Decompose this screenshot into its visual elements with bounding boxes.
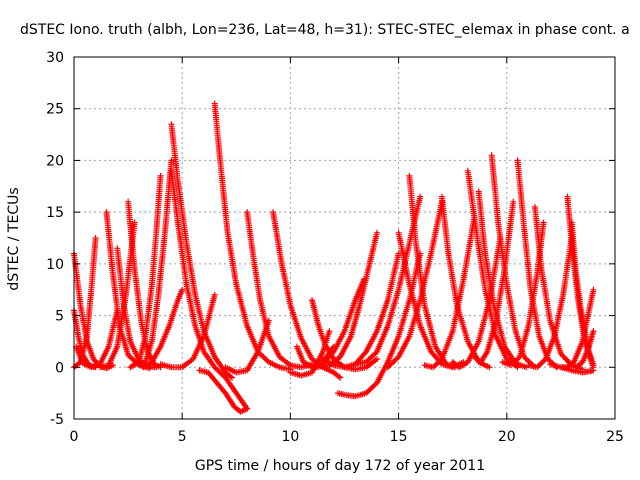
- y-tick-label: 30: [46, 50, 64, 66]
- data-series-15: [196, 367, 251, 415]
- data-series-45: [573, 328, 597, 371]
- y-axis-label: dSTEC / TECUs: [6, 187, 22, 290]
- data-series-3: [73, 307, 121, 371]
- x-axis-label: GPS time / hours of day 172 of year 2011: [195, 458, 485, 474]
- y-tick-label: -5: [50, 412, 64, 428]
- data-series-9: [135, 157, 175, 368]
- y-tick-label: 15: [46, 205, 64, 221]
- plot-frame: [73, 56, 616, 420]
- y-tick-label: 25: [46, 102, 64, 118]
- data-series-18: [270, 209, 344, 381]
- data-series-35: [471, 198, 517, 366]
- axis-ticks: 0 5 10 15 20 25 -5 0 5 10 15 20 25 30: [46, 50, 624, 445]
- data-series-39: [531, 204, 586, 373]
- data-series-44: [547, 361, 597, 376]
- x-tick-label: 5: [178, 429, 187, 445]
- data-series-13: [157, 291, 218, 371]
- data-series-8: [127, 172, 164, 371]
- x-tick-label: 25: [606, 429, 624, 445]
- x-tick-label: 0: [70, 429, 79, 445]
- data-series-24: [309, 276, 367, 371]
- data-marks: [71, 100, 597, 415]
- y-tick-label: 0: [55, 360, 64, 376]
- data-series-29: [395, 229, 467, 371]
- y-tick-label: 20: [46, 153, 64, 169]
- x-tick-label: 10: [281, 429, 299, 445]
- chart-title: dSTEC Iono. truth (albh, Lon=236, Lat=48…: [20, 22, 630, 38]
- y-tick-label: 5: [55, 309, 64, 325]
- data-series-14: [211, 100, 294, 373]
- x-tick-label: 15: [390, 429, 408, 445]
- data-series-40: [525, 235, 575, 371]
- data-series-17: [244, 209, 315, 371]
- y-tick-label: 10: [46, 257, 64, 273]
- x-tick-label: 20: [498, 429, 516, 445]
- data-series-12: [140, 286, 186, 371]
- data-series-28: [406, 172, 458, 371]
